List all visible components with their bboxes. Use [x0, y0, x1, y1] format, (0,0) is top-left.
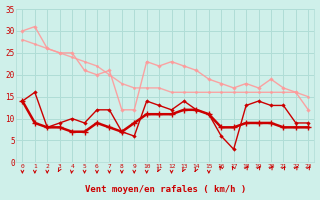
X-axis label: Vent moyen/en rafales ( km/h ): Vent moyen/en rafales ( km/h )	[85, 185, 246, 194]
